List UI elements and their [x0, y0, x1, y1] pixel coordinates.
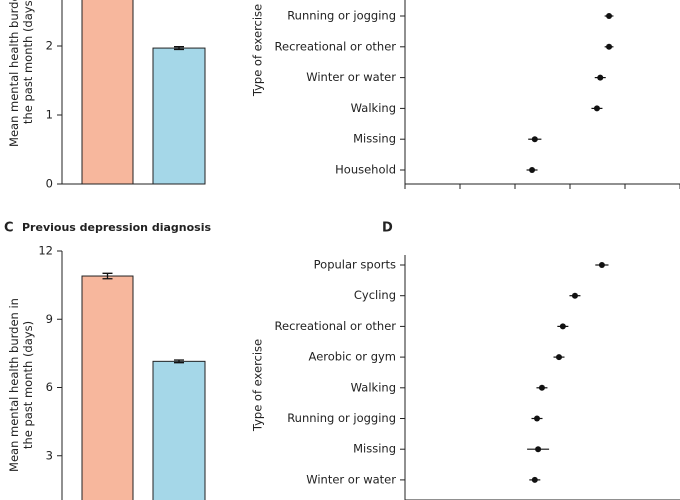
point: [559, 323, 566, 330]
point: [571, 292, 578, 299]
point: [606, 13, 613, 19]
panel-title: Previous depression diagnosis: [22, 221, 211, 234]
y-axis-label-line: Mean mental health burden in: [7, 0, 21, 147]
error-bar: [174, 46, 184, 51]
point: [529, 167, 536, 173]
y-axis-label-line: the past month (days): [21, 321, 35, 449]
bar: [152, 47, 206, 185]
y-tick-label: Winter or water: [306, 472, 396, 486]
point: [535, 446, 542, 453]
y-tick-label: Recreational or other: [275, 319, 397, 333]
bar: [152, 360, 206, 500]
y-tick-label: Recreational or other: [275, 39, 397, 53]
y-tick-label: Running or jogging: [287, 9, 396, 23]
y-axis-label: Mean mental health burden inthe past mon…: [7, 0, 35, 147]
y-tick-label: 0: [46, 177, 53, 191]
error-bar: [102, 272, 113, 280]
point: [531, 136, 538, 143]
y-tick-label: Aerobic or gym: [309, 350, 396, 364]
y-tick-label: 2: [46, 39, 53, 53]
y-tick-label: Missing: [353, 442, 396, 456]
y-tick-label: Household: [335, 163, 396, 177]
y-tick-label: 3: [46, 448, 53, 462]
y-axis-label-line: Mean mental health burden in: [7, 298, 21, 472]
point: [534, 415, 540, 422]
y-axis-label: Type of exercise: [251, 339, 265, 432]
panel-letter: D: [382, 221, 393, 236]
panel: D Type of exercise Popular sports Cycling Re…: [251, 221, 680, 500]
point: [606, 43, 613, 50]
y-axis-label: Mean mental health burden inthe past mon…: [7, 298, 35, 472]
y-tick-label: Cycling: [354, 288, 396, 302]
y-axis-label: Type of exercise: [251, 4, 265, 97]
point: [556, 354, 562, 361]
point: [598, 262, 605, 268]
panel-letter: C: [4, 221, 14, 236]
point: [597, 74, 604, 81]
error-bar: [174, 359, 184, 364]
panel: Type of exercise Running or jogging Recrea…: [251, 0, 680, 189]
y-tick-label: 6: [46, 380, 53, 394]
point: [593, 105, 600, 112]
bar: [81, 275, 134, 500]
y-tick-label: Running or jogging: [287, 411, 396, 425]
y-tick-label: 12: [38, 244, 53, 258]
point: [538, 384, 545, 391]
y-tick-label: Popular sports: [314, 258, 396, 272]
y-tick-label: Walking: [351, 380, 396, 394]
y-tick-label: 1: [46, 108, 53, 122]
y-tick-label: Missing: [353, 132, 396, 146]
y-tick-label: Winter or water: [306, 70, 396, 84]
panel: 0123Mean mental health burden inthe past…: [7, 0, 206, 191]
point: [531, 476, 538, 483]
y-tick-label: 9: [46, 312, 53, 326]
y-tick-label: Walking: [351, 101, 396, 115]
bar: [81, 0, 134, 185]
y-axis-label-line: the past month (days): [21, 0, 35, 124]
